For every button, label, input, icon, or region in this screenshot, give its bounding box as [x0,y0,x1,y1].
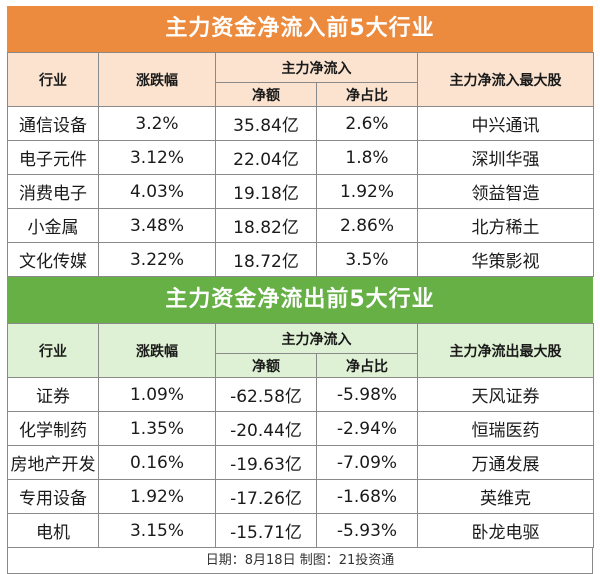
cell-stock: 华策影视 [417,242,594,277]
cell-stock: 恒瑞医药 [417,411,594,446]
table-row: 电子元件 3.12% 22.04亿 1.8% 深圳华强 [7,140,594,175]
cell-change: 3.2% [98,106,216,141]
cell-ratio: 2.6% [316,106,418,141]
outflow-title: 主力资金净流出前5大行业 [7,277,593,323]
cell-industry: 电子元件 [7,140,99,175]
cell-amount: 18.72亿 [215,242,317,277]
cell-amount: -20.44亿 [215,411,317,446]
table-row: 小金属 3.48% 18.82亿 2.86% 北方稀土 [7,208,594,243]
header-top-stock: 主力净流入最大股 [417,52,594,107]
cell-stock: 万通发展 [417,445,594,480]
cell-industry: 文化传媒 [7,242,99,277]
outflow-table: 行业 涨跌幅 主力净流入 主力净流出最大股 净额 净占比 证券 1.09% -6… [7,323,594,548]
inflow-title: 主力资金净流入前5大行业 [7,6,593,52]
cell-amount: 18.82亿 [215,208,317,243]
cell-stock: 卧龙电驱 [417,513,594,548]
cell-amount: 19.18亿 [215,174,317,209]
header-ratio: 净占比 [316,82,418,107]
header-top-stock: 主力净流出最大股 [417,323,594,378]
cell-industry: 房地产开发 [7,445,99,480]
cell-ratio: 3.5% [316,242,418,277]
header-amount: 净额 [215,353,317,378]
cell-stock: 中兴通讯 [417,106,594,141]
cell-industry: 小金属 [7,208,99,243]
cell-amount: -19.63亿 [215,445,317,480]
cell-amount: 35.84亿 [215,106,317,141]
table-row: 消费电子 4.03% 19.18亿 1.92% 领益智造 [7,174,594,209]
cell-change: 0.16% [98,445,216,480]
cell-industry: 化学制药 [7,411,99,446]
cell-ratio: -7.09% [316,445,418,480]
header-amount: 净额 [215,82,317,107]
cell-stock: 深圳华强 [417,140,594,175]
cell-change: 3.48% [98,208,216,243]
cell-stock: 天风证券 [417,377,594,412]
cell-change: 3.15% [98,513,216,548]
cell-industry: 证券 [7,377,99,412]
cell-amount: 22.04亿 [215,140,317,175]
table-row: 通信设备 3.2% 35.84亿 2.6% 中兴通讯 [7,106,594,141]
cell-change: 1.09% [98,377,216,412]
cell-stock: 北方稀土 [417,208,594,243]
header-net-flow: 主力净流入 [215,52,418,83]
cell-change: 3.12% [98,140,216,175]
cell-industry: 消费电子 [7,174,99,209]
cell-ratio: 1.92% [316,174,418,209]
cell-industry: 电机 [7,513,99,548]
table-row: 专用设备 1.92% -17.26亿 -1.68% 英维克 [7,479,594,514]
cell-amount: -62.58亿 [215,377,317,412]
cell-change: 3.22% [98,242,216,277]
cell-ratio: -5.93% [316,513,418,548]
cell-ratio: 1.8% [316,140,418,175]
header-net-flow: 主力净流入 [215,323,418,354]
header-industry: 行业 [7,323,99,378]
cell-industry: 通信设备 [7,106,99,141]
header-ratio: 净占比 [316,353,418,378]
table-row: 证券 1.09% -62.58亿 -5.98% 天风证券 [7,377,594,412]
cell-stock: 领益智造 [417,174,594,209]
header-change: 涨跌幅 [98,52,216,107]
header-industry: 行业 [7,52,99,107]
footer-credit: 日期：8月18日 制图：21投资通 [7,548,593,574]
table-row: 电机 3.15% -15.71亿 -5.93% 卧龙电驱 [7,513,594,548]
infographic: 主力资金净流入前5大行业 行业 涨跌幅 主力净流入 主力净流入最大股 净额 净占… [7,6,594,574]
cell-stock: 英维克 [417,479,594,514]
header-change: 涨跌幅 [98,323,216,378]
cell-ratio: -5.98% [316,377,418,412]
table-row: 文化传媒 3.22% 18.72亿 3.5% 华策影视 [7,242,594,277]
cell-change: 1.92% [98,479,216,514]
cell-ratio: -1.68% [316,479,418,514]
inflow-table: 行业 涨跌幅 主力净流入 主力净流入最大股 净额 净占比 通信设备 3.2% 3… [7,52,594,277]
cell-ratio: 2.86% [316,208,418,243]
cell-change: 1.35% [98,411,216,446]
table-row: 房地产开发 0.16% -19.63亿 -7.09% 万通发展 [7,445,594,480]
cell-industry: 专用设备 [7,479,99,514]
cell-amount: -15.71亿 [215,513,317,548]
cell-amount: -17.26亿 [215,479,317,514]
cell-ratio: -2.94% [316,411,418,446]
cell-change: 4.03% [98,174,216,209]
table-row: 化学制药 1.35% -20.44亿 -2.94% 恒瑞医药 [7,411,594,446]
